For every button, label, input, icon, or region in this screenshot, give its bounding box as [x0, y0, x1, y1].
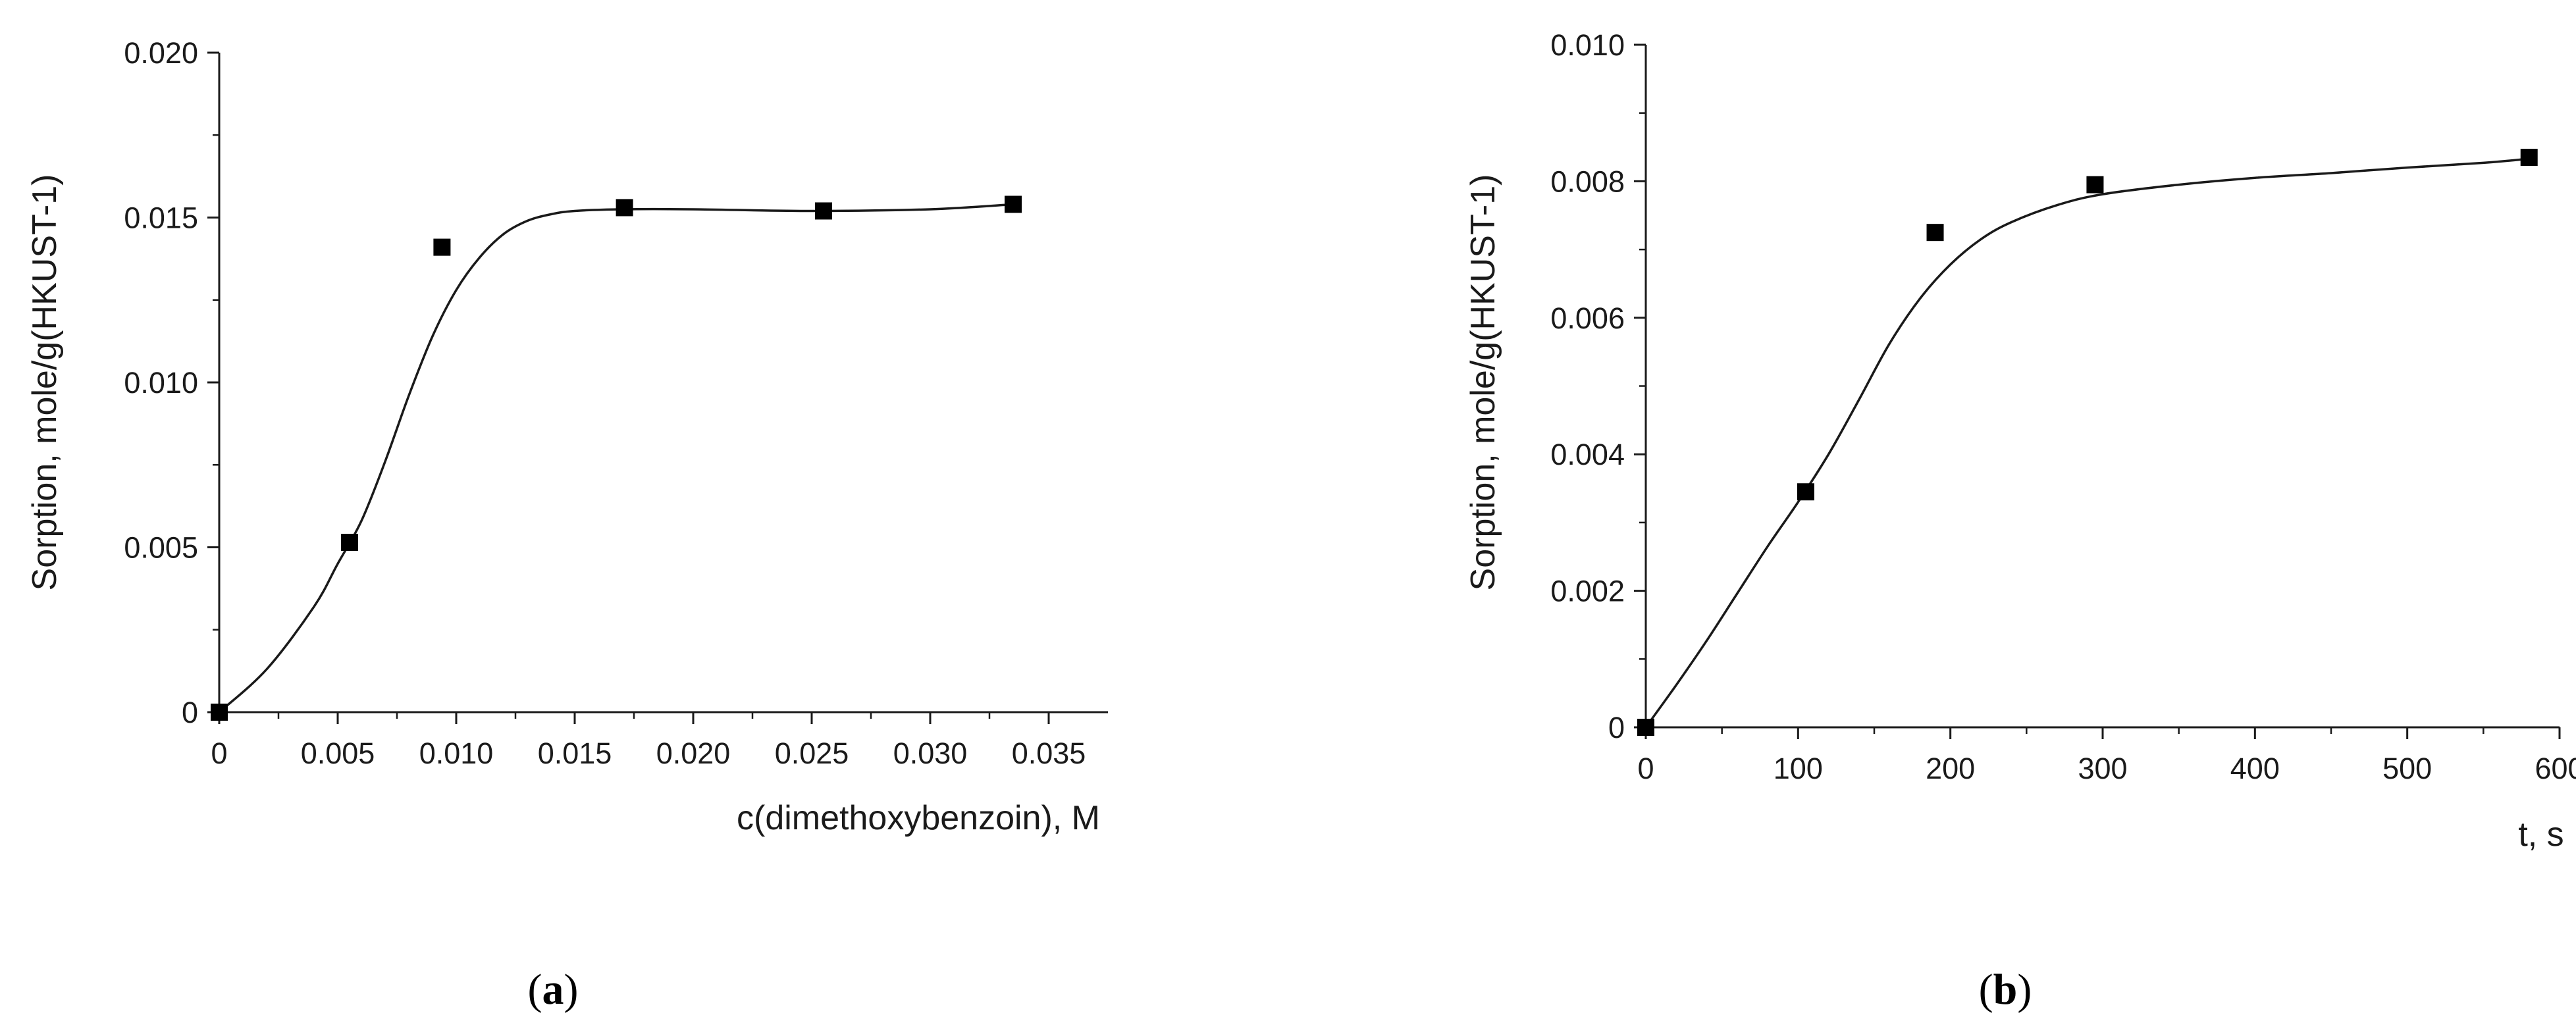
y-tick-label: 0.010 — [1550, 28, 1625, 62]
y-tick-label: 0.020 — [124, 36, 198, 70]
y-tick-label: 0.004 — [1550, 438, 1625, 471]
x-tick-label: 100 — [1774, 752, 1823, 785]
x-tick-label: 0.025 — [775, 737, 849, 770]
x-tick-label: 0.005 — [301, 737, 375, 770]
y-tick-label: 0.002 — [1550, 575, 1625, 608]
fit-curve — [218, 203, 1014, 713]
data-point — [433, 238, 451, 256]
x-tick-label: 500 — [2382, 752, 2432, 785]
chart-a: 0 0.005 0.010 0.015 0.020 0.025 0.030 0.035 0 0.0… — [26, 36, 1108, 837]
data-point — [2086, 176, 2104, 194]
y-axis-title: Sorption, mole/g(HKUST-1) — [1464, 174, 1502, 591]
y-axis-title: Sorption, mole/g(HKUST-1) — [26, 174, 64, 591]
x-tick-label: 0.015 — [538, 737, 612, 770]
panel-a-label: (a) — [528, 966, 579, 1014]
x-tick-label: 400 — [2230, 752, 2280, 785]
data-point — [2520, 149, 2538, 167]
data-point — [1926, 224, 1944, 242]
x-axis-title: t, s — [2518, 816, 2563, 854]
x-axis-title: c(dimethoxybenzoin), M — [737, 799, 1100, 837]
y-tick-label: 0.005 — [124, 531, 198, 565]
fit-curve — [1644, 157, 2529, 729]
panel-b-label: (b) — [1979, 966, 2032, 1014]
x-tick-label: 0.035 — [1012, 737, 1086, 770]
y-tick-label: 0.006 — [1550, 301, 1625, 335]
data-point — [1637, 719, 1654, 736]
x-tick-label: 300 — [2078, 752, 2127, 785]
y-tick-label: 0.008 — [1550, 165, 1625, 198]
x-tick-label: 0 — [211, 737, 227, 770]
data-point — [815, 202, 832, 220]
y-tick-label: 0 — [1608, 711, 1625, 744]
y-tick-label: 0.015 — [124, 201, 198, 235]
data-point — [1797, 483, 1814, 501]
x-tick-label: 0 — [1637, 752, 1654, 785]
x-tick-label: 0.010 — [419, 737, 494, 770]
x-tick-label: 600 — [2535, 752, 2576, 785]
x-tick-label: 0.020 — [656, 737, 731, 770]
y-tick-label: 0 — [182, 696, 198, 729]
data-point — [1005, 195, 1022, 213]
y-tick-label: 0.010 — [124, 366, 198, 400]
data-point — [341, 533, 358, 551]
x-tick-label: 200 — [1926, 752, 1975, 785]
data-point — [616, 199, 633, 217]
chart-b: 0 100 200 300 400 500 600 0 0.002 0.004 0.006 0.008… — [1464, 28, 2576, 854]
x-tick-label: 0.030 — [893, 737, 968, 770]
data-point — [211, 704, 228, 721]
